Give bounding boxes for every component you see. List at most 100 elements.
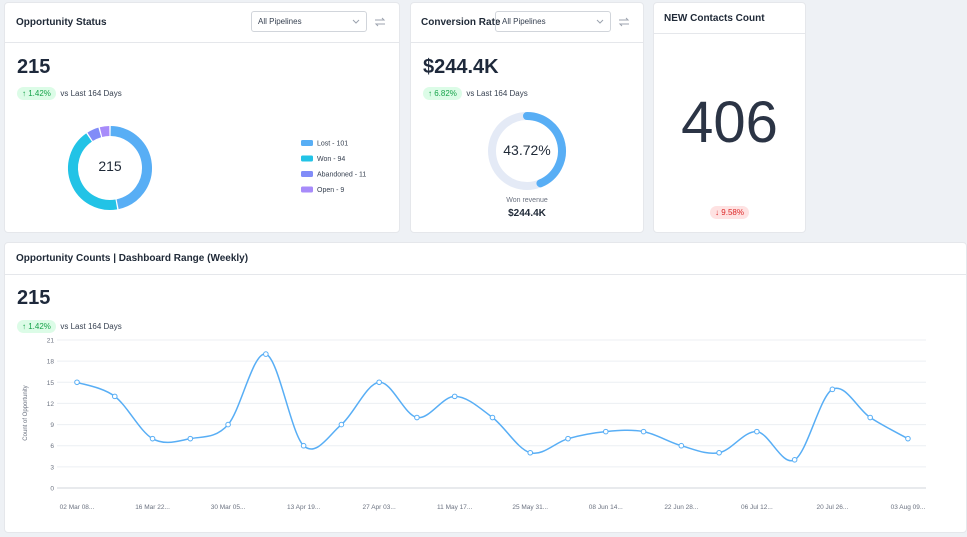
- x-tick-label: 22 Jun 28...: [664, 504, 698, 511]
- opportunity-counts-card: Opportunity Counts | Dashboard Range (We…: [4, 242, 967, 533]
- comparison-text: vs Last 164 Days: [60, 89, 122, 98]
- data-point: [263, 351, 269, 357]
- donut-chart: 215 Lost - 101 Won - 94 Abandoned - 11 Open…: [68, 126, 366, 210]
- change-badge: ↑ 1.42%: [17, 87, 56, 100]
- legend-swatch: [301, 171, 313, 177]
- card-header: [411, 3, 643, 43]
- card-header: [5, 3, 399, 43]
- x-tick-label: 16 Mar 22...: [135, 504, 170, 511]
- data-point: [338, 421, 345, 428]
- conversion-rate-card: Conversion Rate All Pipelines $244.4K ↑ …: [410, 2, 644, 233]
- y-axis-label: Count of Opportunity: [23, 385, 29, 440]
- y-tick-label: 9: [50, 422, 54, 429]
- gauge-caption-value: $244.4K: [508, 208, 547, 219]
- y-tick-label: 0: [50, 486, 54, 493]
- dropdown-text: All Pipelines: [258, 17, 302, 26]
- change-badge: ↓ 9.58%: [710, 206, 749, 219]
- y-tick-label: 12: [47, 401, 55, 408]
- new-contacts-card: NEW Contacts Count 406 ↓ 9.58%: [653, 2, 806, 233]
- data-point: [602, 428, 609, 435]
- donut-center: 215: [98, 158, 122, 174]
- comparison-text: vs Last 164 Days: [60, 322, 122, 331]
- line-series: [76, 353, 909, 462]
- gauge-chart: 43.72% Won revenue $244.4K: [488, 112, 566, 219]
- data-point: [149, 435, 156, 442]
- donut-segment: [68, 133, 118, 210]
- data-point: [111, 393, 118, 400]
- data-point: [300, 442, 307, 449]
- donut-segment: [87, 127, 102, 142]
- card-title: Opportunity Counts | Dashboard Range (We…: [16, 253, 249, 264]
- data-point: [867, 414, 873, 421]
- data-point: [74, 379, 80, 386]
- total-value: $244.4K: [423, 56, 499, 78]
- data-point: [565, 435, 571, 442]
- x-tick-label: 27 Apr 03...: [363, 504, 396, 511]
- data-point: [451, 393, 458, 400]
- pipeline-dropdown[interactable]: All Pipelines: [251, 11, 367, 32]
- donut-segment: [110, 126, 152, 210]
- change-row: ↑ 6.82% vs Last 164 Days: [423, 83, 528, 101]
- card-title: NEW Contacts Count: [664, 13, 765, 24]
- card-header: [5, 243, 966, 275]
- swap-icon[interactable]: [618, 17, 630, 27]
- data-point: [678, 442, 685, 449]
- change-value: 1.42%: [28, 322, 51, 331]
- card-title: Conversion Rate: [421, 17, 501, 28]
- change-row: ↓ 9.58%: [654, 202, 805, 220]
- donut-segment: [99, 126, 110, 137]
- y-tick-label: 15: [47, 380, 55, 387]
- data-point: [187, 435, 194, 442]
- data-point: [225, 421, 231, 428]
- data-point: [376, 379, 382, 386]
- x-tick-label: 11 May 17...: [437, 504, 472, 511]
- change-value: 9.58%: [721, 208, 744, 217]
- y-tick-label: 6: [50, 443, 54, 450]
- legend-swatch: [301, 155, 313, 162]
- change-value: 6.82%: [434, 89, 457, 98]
- legend-swatch: [301, 140, 313, 146]
- y-tick-label: 21: [47, 338, 55, 345]
- legend-swatch: [301, 186, 313, 193]
- data-point: [905, 435, 911, 442]
- legend-label: Won - 94: [317, 156, 345, 163]
- y-tick-label: 18: [47, 359, 55, 366]
- card-header: [654, 3, 805, 34]
- pipeline-dropdown[interactable]: All Pipelines: [495, 11, 611, 32]
- data-point: [754, 428, 760, 435]
- data-point: [791, 457, 798, 463]
- change-row: ↑ 1.42% vs Last 164 Days: [17, 83, 122, 101]
- data-point: [414, 414, 420, 421]
- legend-label: Open - 9: [317, 187, 344, 194]
- comparison-text: vs Last 164 Days: [466, 89, 528, 98]
- x-tick-label: 08 Jun 14...: [589, 504, 623, 511]
- x-tick-label: 13 Apr 19...: [287, 504, 320, 511]
- x-tick-label: 02 Mar 08...: [60, 504, 95, 511]
- change-badge: ↑ 6.82%: [423, 87, 462, 100]
- data-point: [716, 449, 722, 456]
- chevron: [596, 19, 604, 24]
- gauge-caption: Won revenue: [506, 197, 548, 204]
- x-tick-label: 30 Mar 05...: [211, 504, 246, 511]
- change-badge: ↑ 1.42%: [17, 320, 56, 333]
- swap-icon[interactable]: [374, 17, 386, 27]
- x-tick-label: 20 Jul 26...: [816, 504, 848, 511]
- change-row: ↑ 1.42% vs Last 164 Days: [17, 316, 122, 334]
- x-tick-label: 06 Jul 12...: [741, 504, 773, 511]
- data-point: [640, 428, 647, 435]
- y-tick-label: 3: [50, 464, 54, 471]
- card-title: Opportunity Status: [16, 17, 107, 28]
- dropdown-text: All Pipelines: [502, 17, 546, 26]
- x-tick-label: 25 May 31...: [512, 504, 548, 511]
- data-point: [829, 386, 836, 393]
- legend-label: Abandoned - 11: [317, 172, 366, 179]
- chevron: [352, 19, 360, 24]
- total-value: 215: [17, 287, 51, 309]
- line-chart: Count of Opportunity 0 3 6 9 12 15 18 21 02 Mar …: [23, 338, 926, 511]
- data-point: [489, 414, 496, 421]
- legend-label: Lost - 101: [317, 141, 348, 148]
- opportunity-status-card: Opportunity Status All Pipelines 215 ↑ 1…: [4, 2, 400, 233]
- change-value: 1.42%: [28, 89, 51, 98]
- data-point: [527, 449, 534, 456]
